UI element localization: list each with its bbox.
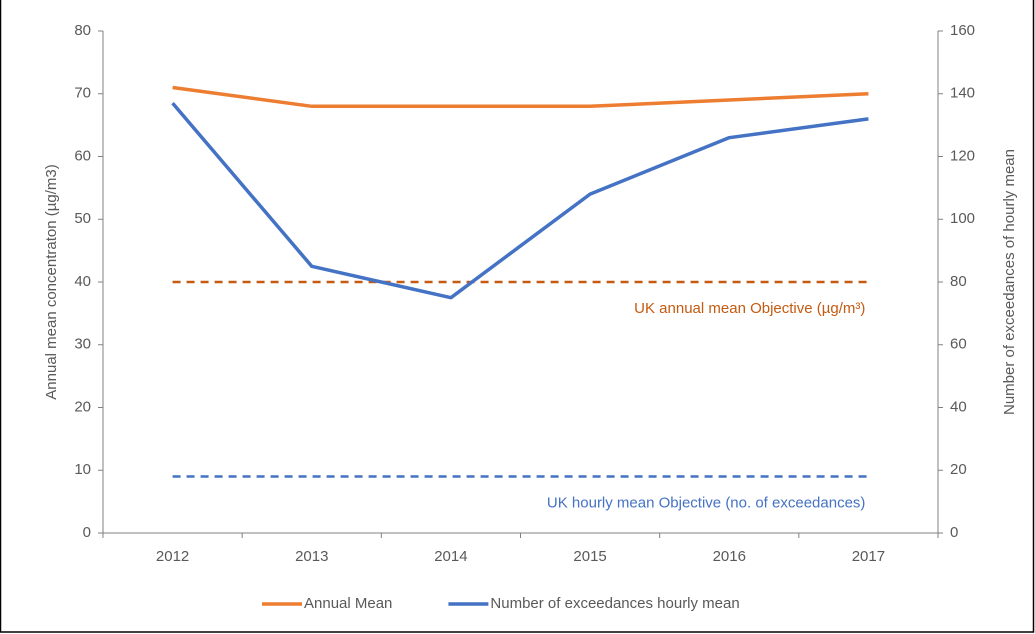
y2-tick-label: 80 [950,273,967,290]
y-tick-label: 30 [74,336,91,353]
y2-tick-label: 160 [950,22,975,39]
x-tick-label: 2013 [295,548,328,565]
y-tick-label: 50 [74,210,91,227]
y2-tick-label: 0 [950,524,958,541]
y-tick-label: 40 [74,273,91,290]
y-tick-label: 20 [74,398,91,415]
reference-label: UK hourly mean Objective (no. of exceeda… [547,494,866,511]
y2-tick-label: 20 [950,461,967,478]
y-tick-label: 60 [74,147,91,164]
y2-tick-label: 100 [950,210,975,227]
x-tick-label: 2012 [156,548,189,565]
y2-tick-label: 40 [950,398,967,415]
y-tick-label: 0 [83,524,91,541]
series-line [172,85,869,109]
reference-label: UK annual mean Objective (µg/m³) [634,300,865,317]
x-tick-label: 2017 [852,548,885,565]
x-tick-label: 2015 [573,548,606,565]
y2-axis-label: Number of exceedances of hourly mean [1001,149,1018,415]
y-tick-label: 10 [74,461,91,478]
legend-label: Number of exceedances hourly mean [490,595,739,612]
x-tick-label: 2016 [713,548,746,565]
series-line [171,102,869,300]
y-tick-label: 70 [74,85,91,102]
legend-label: Annual Mean [304,595,392,612]
y2-tick-label: 140 [950,85,975,102]
y2-tick-label: 60 [950,336,967,353]
y-tick-label: 80 [74,22,91,39]
y-axis-label: Annual mean concentraton (µg/m3) [43,164,60,399]
x-tick-label: 2014 [434,548,467,565]
y2-tick-label: 120 [950,147,975,164]
